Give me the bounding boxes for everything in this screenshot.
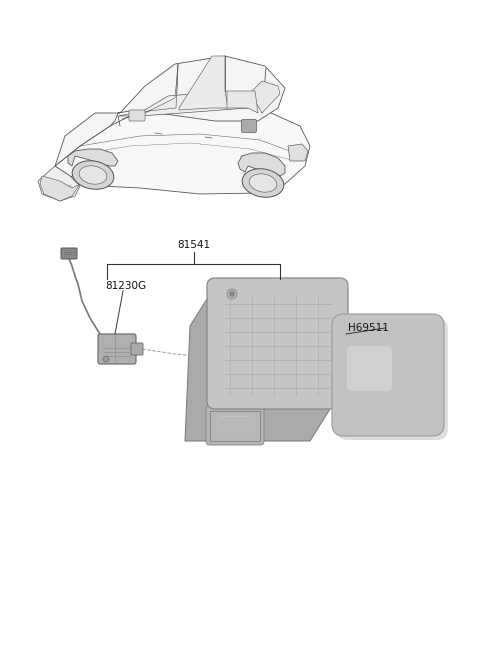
Polygon shape xyxy=(40,176,80,201)
Polygon shape xyxy=(118,56,285,121)
FancyBboxPatch shape xyxy=(131,343,143,355)
FancyBboxPatch shape xyxy=(207,278,348,409)
Polygon shape xyxy=(252,81,280,113)
Polygon shape xyxy=(118,91,260,116)
Text: H69511: H69511 xyxy=(348,323,389,333)
FancyBboxPatch shape xyxy=(332,314,444,436)
Polygon shape xyxy=(238,153,285,176)
Polygon shape xyxy=(55,113,118,166)
Ellipse shape xyxy=(72,161,114,190)
Polygon shape xyxy=(227,91,258,113)
FancyBboxPatch shape xyxy=(206,405,264,445)
Polygon shape xyxy=(288,144,308,161)
Circle shape xyxy=(229,291,235,297)
Text: 81230G: 81230G xyxy=(105,281,146,291)
Circle shape xyxy=(103,356,109,362)
FancyBboxPatch shape xyxy=(336,318,448,440)
Polygon shape xyxy=(55,101,310,194)
Text: 81541: 81541 xyxy=(177,240,210,250)
Polygon shape xyxy=(179,56,228,110)
Ellipse shape xyxy=(249,174,277,192)
Ellipse shape xyxy=(242,169,284,197)
FancyBboxPatch shape xyxy=(129,110,145,121)
FancyBboxPatch shape xyxy=(98,334,136,364)
Polygon shape xyxy=(210,411,260,441)
FancyBboxPatch shape xyxy=(241,119,256,133)
FancyBboxPatch shape xyxy=(347,346,392,391)
Ellipse shape xyxy=(79,166,107,184)
Polygon shape xyxy=(38,166,80,201)
Polygon shape xyxy=(185,286,340,441)
FancyBboxPatch shape xyxy=(61,248,77,259)
Polygon shape xyxy=(68,149,118,166)
Polygon shape xyxy=(122,64,178,119)
Circle shape xyxy=(227,289,237,299)
